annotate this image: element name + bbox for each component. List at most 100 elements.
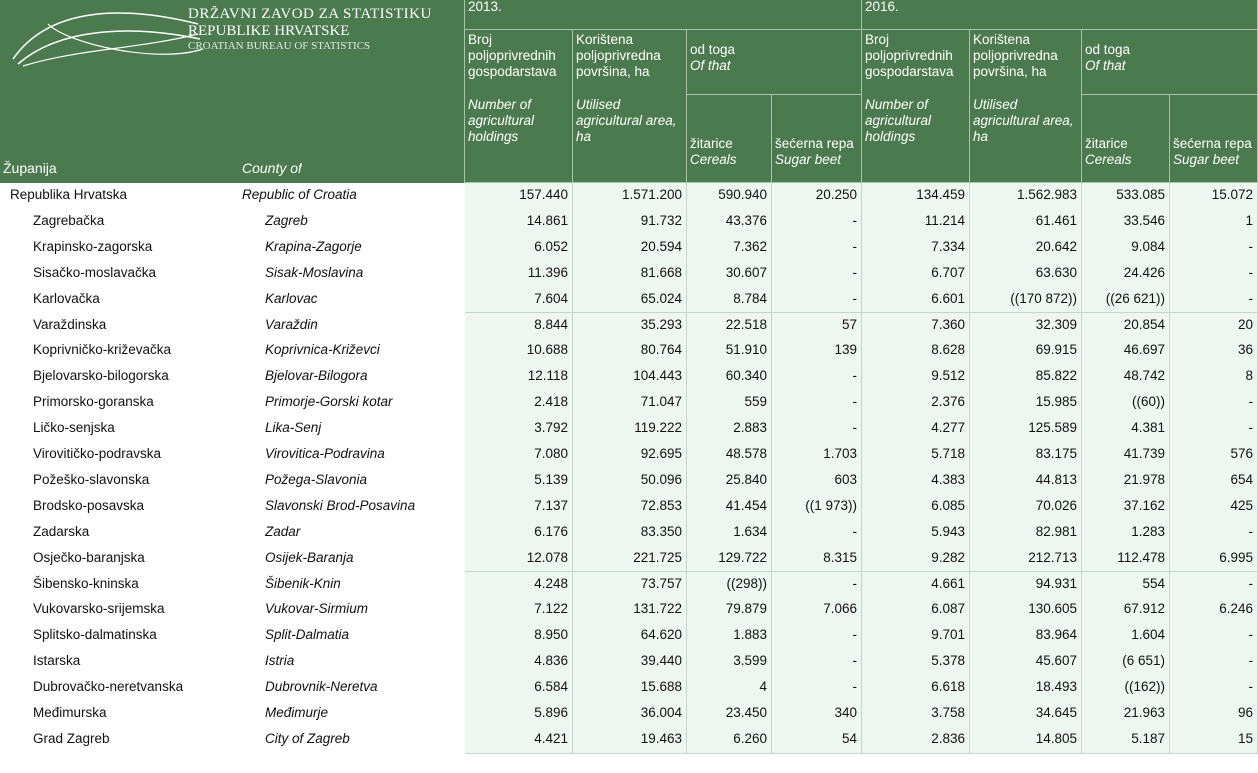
table-cell: 15 xyxy=(1170,726,1258,754)
table-cell: 44.813 xyxy=(970,467,1082,495)
table-cell: 212.713 xyxy=(970,545,1082,573)
table-cell: 10.688 xyxy=(465,338,573,366)
table-cell: - xyxy=(1170,519,1258,547)
table-cell: 70.026 xyxy=(970,493,1082,521)
table-cell: 20 xyxy=(1170,312,1258,340)
column-header: Utilised agricultural area, ha xyxy=(573,95,687,183)
table-cell: 60.340 xyxy=(687,364,772,392)
county-name: Slavonski Brod-Posavina xyxy=(265,497,416,513)
table-cell: 7.066 xyxy=(772,597,862,625)
column-header: Korištena poljoprivredna površina, ha xyxy=(970,30,1082,95)
table-cell: 5.896 xyxy=(465,701,573,728)
table-cell: 11.396 xyxy=(465,260,573,288)
table-cell: 4.277 xyxy=(862,416,970,443)
table-cell: 590.940 xyxy=(687,183,772,210)
column-header: County of xyxy=(242,160,302,176)
table-cell: 91.732 xyxy=(573,208,687,236)
county-name: Varaždin xyxy=(265,316,318,332)
year-header: 2013. xyxy=(465,0,862,30)
table-cell: 5.378 xyxy=(862,649,970,677)
table-cell: 7.080 xyxy=(465,442,573,469)
table-cell: 39.440 xyxy=(573,649,687,677)
table-cell: - xyxy=(1170,286,1258,314)
table-cell: 130.605 xyxy=(970,597,1082,625)
table-cell: 65.024 xyxy=(573,286,687,314)
table-cell: 119.222 xyxy=(573,416,687,443)
county-name: Karlovac xyxy=(265,290,318,306)
table-cell: 8.784 xyxy=(687,286,772,314)
table-cell: 554 xyxy=(1082,571,1170,599)
table-cell: ((60)) xyxy=(1082,390,1170,418)
table-cell: 71.047 xyxy=(573,390,687,418)
table-cell: 3.792 xyxy=(465,416,573,443)
table-cell: 4.421 xyxy=(465,726,573,754)
table-cell: 20.854 xyxy=(1082,312,1170,340)
region-name: Karlovačka xyxy=(33,290,100,306)
column-header: šećerna repa Sugar beet xyxy=(772,95,862,183)
table-cell: 35.293 xyxy=(573,312,687,340)
region-name: Republika Hrvatska xyxy=(10,187,128,202)
county-name: Sisak-Moslavina xyxy=(265,264,364,280)
region-name: Šibensko-kninska xyxy=(33,575,139,591)
table-cell: - xyxy=(1170,260,1258,288)
table-cell: 32.309 xyxy=(970,312,1082,340)
table-cell: ((170 872)) xyxy=(970,286,1082,314)
table-cell: 72.853 xyxy=(573,493,687,521)
region-name: Požeško-slavonska xyxy=(33,471,150,487)
region-name: Istarska xyxy=(33,653,81,669)
logo-line: CROATIAN BUREAU OF STATISTICS xyxy=(188,40,371,52)
table-cell: 25.840 xyxy=(687,467,772,495)
header-text: Sugar beet xyxy=(1173,152,1240,167)
column-header: šećerna repa Sugar beet xyxy=(1170,95,1258,183)
column-header: Korištena poljoprivredna površina, ha xyxy=(573,30,687,95)
table-cell: 12.118 xyxy=(465,364,573,392)
table-cell: 576 xyxy=(1170,442,1258,469)
table-cell: 23.450 xyxy=(687,701,772,728)
table-cell: 2.418 xyxy=(465,390,573,418)
table-cell: 83.175 xyxy=(970,442,1082,469)
table-cell: 3.599 xyxy=(687,649,772,677)
table-cell: 24.426 xyxy=(1082,260,1170,288)
logo-line: DRŽAVNI ZAVOD ZA STATISTIKU xyxy=(188,6,432,22)
table-cell: 9.512 xyxy=(862,364,970,392)
table-cell: 15.688 xyxy=(573,675,687,702)
table-cell: 6.052 xyxy=(465,234,573,262)
county-name: Dubrovnik-Neretva xyxy=(265,679,378,695)
county-name: Vukovar-Sirmium xyxy=(265,601,369,617)
table-cell: 425 xyxy=(1170,493,1258,521)
table-cell: 14.805 xyxy=(970,726,1082,754)
table-cell: 92.695 xyxy=(573,442,687,469)
table-cell: 6.260 xyxy=(687,726,772,754)
table-cell: 81.668 xyxy=(573,260,687,288)
table-cell: 48.742 xyxy=(1082,364,1170,392)
region-name: Međimurska xyxy=(33,705,107,720)
table-cell: 41.454 xyxy=(687,493,772,521)
table-cell: 4.661 xyxy=(862,571,970,599)
table-cell: 6.601 xyxy=(862,286,970,314)
column-header: žitarice Cereals xyxy=(1082,95,1170,183)
county-name: Osijek-Baranja xyxy=(265,549,354,565)
region-name: Varaždinska xyxy=(33,316,107,332)
header-text: Of that xyxy=(1085,58,1126,73)
table-cell: 11.214 xyxy=(862,208,970,236)
table-cell: 33.546 xyxy=(1082,208,1170,236)
table-cell: 34.645 xyxy=(970,701,1082,728)
table-cell: 54 xyxy=(772,726,862,754)
table-cell: 8.628 xyxy=(862,338,970,366)
table-cell: 15.985 xyxy=(970,390,1082,418)
table-cell: 21.978 xyxy=(1082,467,1170,495)
table-cell: 1.571.200 xyxy=(573,183,687,210)
table-cell: 37.162 xyxy=(1082,493,1170,521)
table-cell: 112.478 xyxy=(1082,545,1170,573)
table-cell: 20.642 xyxy=(970,234,1082,262)
table-cell: 14.861 xyxy=(465,208,573,236)
table-cell: 51.910 xyxy=(687,338,772,366)
table-cell: 7.137 xyxy=(465,493,573,521)
table-cell: 559 xyxy=(687,390,772,418)
table-cell: 36.004 xyxy=(573,701,687,728)
table-cell: 7.360 xyxy=(862,312,970,340)
county-name: Šibenik-Knin xyxy=(265,575,341,591)
table-cell: - xyxy=(772,208,862,236)
header-text: od toga xyxy=(690,42,736,57)
table-cell: ((26 621)) xyxy=(1082,286,1170,314)
